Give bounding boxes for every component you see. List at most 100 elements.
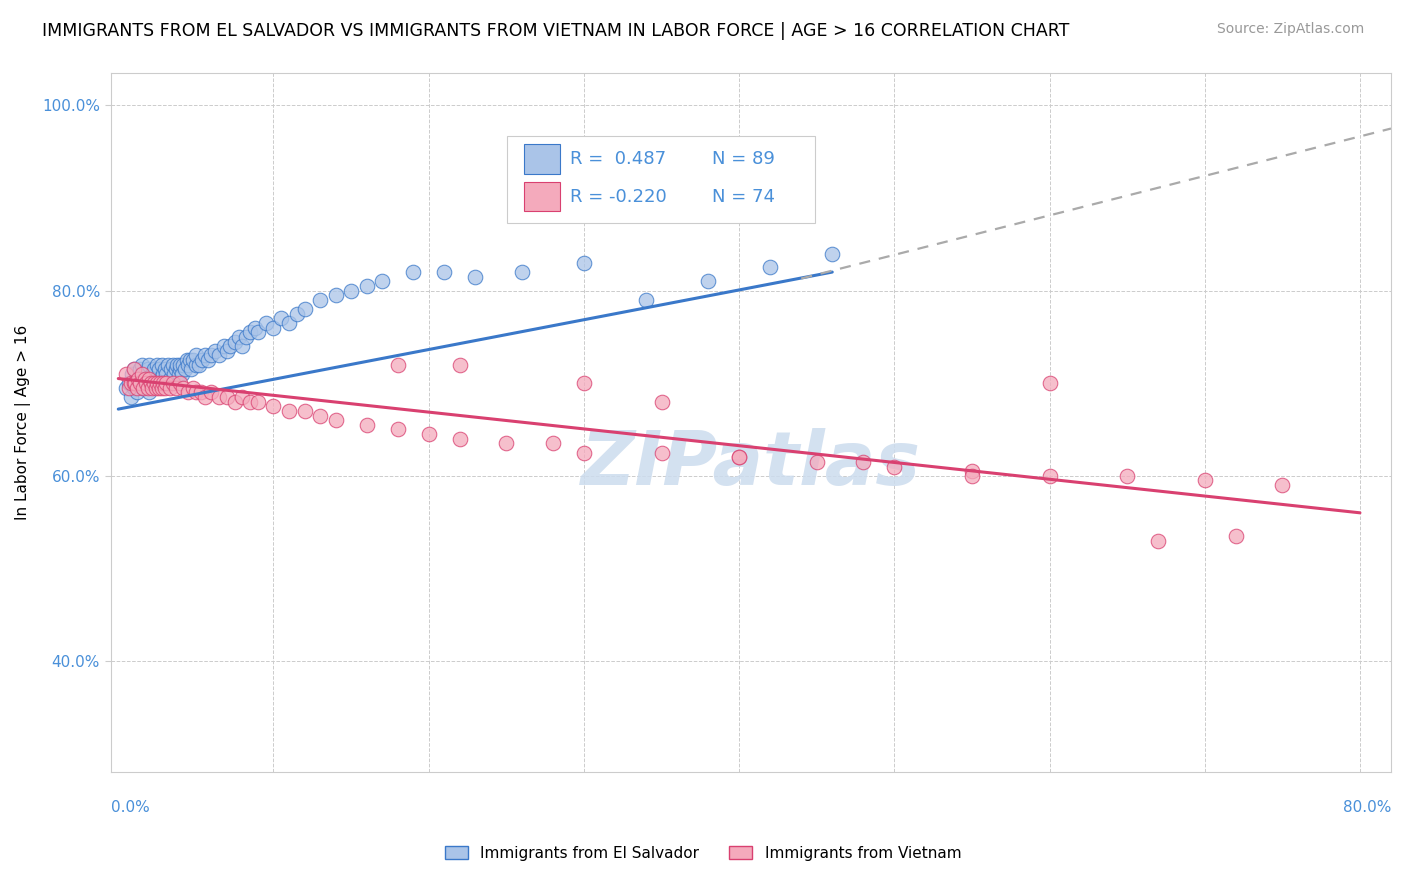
Point <box>177 358 200 372</box>
Point <box>141 381 163 395</box>
Point <box>131 358 153 372</box>
Point <box>960 468 983 483</box>
Text: ZIPatlas: ZIPatlas <box>581 428 921 501</box>
Point <box>127 371 149 385</box>
Point <box>152 376 174 391</box>
Point <box>239 325 262 339</box>
Point <box>160 362 183 376</box>
Point <box>180 362 202 376</box>
Point <box>194 390 217 404</box>
Point <box>208 348 231 362</box>
Point <box>134 371 156 385</box>
Point <box>165 381 187 395</box>
Point <box>194 348 217 362</box>
Point <box>139 376 162 391</box>
Point <box>184 348 207 362</box>
Point <box>125 385 148 400</box>
Point <box>127 371 149 385</box>
Point <box>294 404 316 418</box>
Point <box>153 376 176 391</box>
FancyBboxPatch shape <box>524 182 560 211</box>
Point <box>356 279 378 293</box>
Point <box>231 390 253 404</box>
Point <box>572 376 595 391</box>
Point <box>464 269 486 284</box>
Point <box>215 390 238 404</box>
Point <box>1116 468 1139 483</box>
Point <box>120 390 142 404</box>
Point <box>219 339 242 353</box>
Point <box>143 376 166 391</box>
Point <box>181 353 204 368</box>
Point <box>821 246 844 260</box>
Point <box>159 371 181 385</box>
Point <box>325 288 347 302</box>
Point <box>759 260 782 275</box>
Text: R =  0.487: R = 0.487 <box>571 150 666 168</box>
Point <box>177 385 200 400</box>
Point <box>208 390 231 404</box>
FancyBboxPatch shape <box>508 136 815 223</box>
Point <box>340 284 363 298</box>
Point <box>121 367 143 381</box>
Point <box>153 362 176 376</box>
Point <box>231 339 253 353</box>
Point <box>200 348 222 362</box>
Point <box>136 381 159 395</box>
Point <box>122 376 145 391</box>
Point <box>166 358 188 372</box>
Y-axis label: In Labor Force | Age > 16: In Labor Force | Age > 16 <box>15 325 31 520</box>
Point <box>125 381 148 395</box>
Point <box>243 320 266 334</box>
Point <box>135 376 157 391</box>
Point <box>356 417 378 432</box>
Point <box>387 358 409 372</box>
Point <box>169 362 191 376</box>
Point <box>728 450 751 465</box>
Point <box>184 358 207 372</box>
Point <box>122 362 145 376</box>
Point <box>1038 468 1060 483</box>
Point <box>150 381 173 395</box>
Point <box>278 404 301 418</box>
FancyBboxPatch shape <box>524 145 560 174</box>
Point <box>162 376 184 391</box>
Point <box>572 445 595 459</box>
Point <box>239 394 262 409</box>
Point <box>325 413 347 427</box>
Point <box>200 385 222 400</box>
Point <box>1038 376 1060 391</box>
Point <box>263 400 285 414</box>
Point <box>449 432 471 446</box>
Point <box>135 376 157 391</box>
Point <box>541 436 564 450</box>
Point <box>179 353 201 368</box>
Point <box>1225 529 1247 543</box>
Point <box>215 343 238 358</box>
Point <box>149 376 172 391</box>
Point <box>118 376 141 391</box>
Point <box>433 265 456 279</box>
Point <box>122 362 145 376</box>
Point <box>510 265 533 279</box>
Point <box>852 455 875 469</box>
Point <box>129 362 152 376</box>
Point <box>246 394 269 409</box>
Point <box>138 371 160 385</box>
Text: 80.0%: 80.0% <box>1343 800 1391 815</box>
Point <box>141 367 163 381</box>
Text: 0.0%: 0.0% <box>111 800 149 815</box>
Point <box>224 394 246 409</box>
Point <box>165 362 187 376</box>
Point <box>176 353 198 368</box>
Point <box>174 362 197 376</box>
Point <box>402 265 425 279</box>
Point <box>169 376 191 391</box>
Point <box>728 450 751 465</box>
Point <box>181 381 204 395</box>
Point <box>136 362 159 376</box>
Point <box>197 353 219 368</box>
Point <box>138 358 160 372</box>
Point <box>634 293 657 307</box>
Point <box>163 367 186 381</box>
